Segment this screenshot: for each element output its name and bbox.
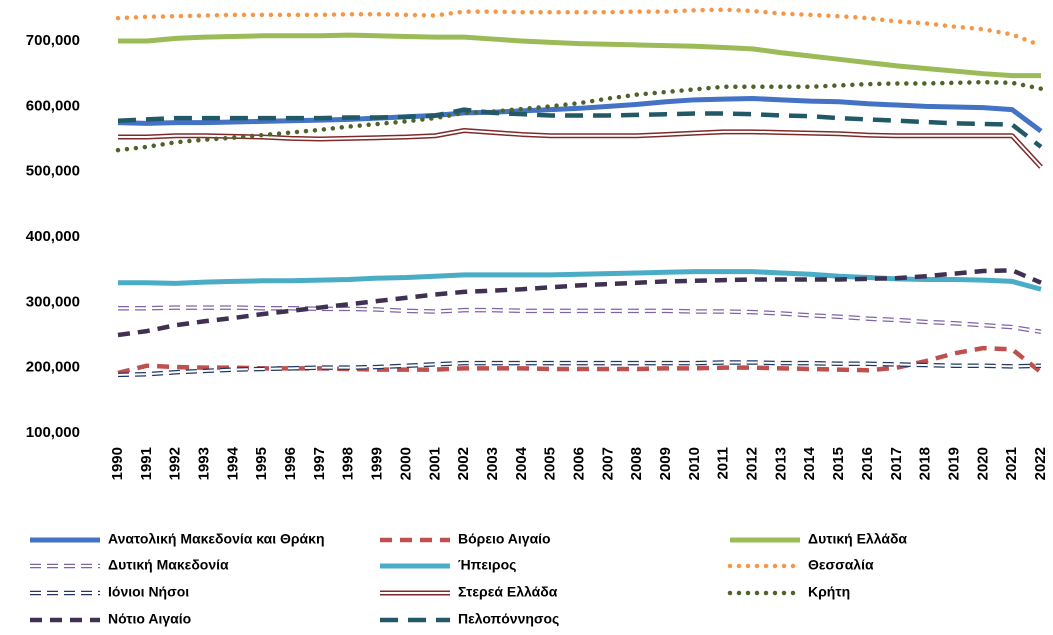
x-tick-label: 2003	[484, 447, 501, 480]
legend-label: Ιόνιοι Νήσοι	[108, 584, 189, 600]
x-tick-label: 2022	[1032, 447, 1049, 480]
y-tick-label: 200,000	[26, 359, 80, 376]
x-tick-label: 2008	[628, 447, 645, 480]
x-tick-label: 1991	[138, 447, 155, 480]
series-line-inner	[118, 129, 1042, 168]
x-tick-label: 2021	[1003, 447, 1020, 480]
series-line	[118, 269, 1042, 292]
series-line-inner	[117, 361, 1042, 376]
x-tick-label: 2001	[426, 447, 443, 480]
series-line	[115, 7, 1044, 48]
x-tick-label: 1994	[224, 446, 241, 480]
x-tick-label: 2000	[397, 447, 414, 480]
y-tick-label: 600,000	[26, 97, 80, 114]
x-tick-label: 1993	[196, 447, 213, 480]
x-tick-label: 1992	[167, 447, 184, 480]
legend-label: Στερεά Ελλάδα	[458, 584, 558, 600]
x-tick-label: 1999	[369, 447, 386, 480]
x-tick-label: 2004	[513, 446, 530, 480]
y-tick-label: 100,000	[26, 424, 80, 441]
legend-label: Νότιο Αιγαίο	[108, 611, 191, 627]
x-tick-label: 2018	[917, 447, 934, 480]
legend-label: Θεσσαλία	[808, 557, 874, 573]
x-tick-label: 2006	[570, 447, 587, 480]
legend-label: Δυτική Ελλάδα	[808, 531, 907, 547]
y-tick-label: 700,000	[26, 32, 80, 49]
x-tick-label: 2013	[772, 447, 789, 480]
x-tick-label: 1997	[311, 447, 328, 480]
legend-label: Κρήτη	[808, 584, 850, 600]
x-tick-label: 2019	[945, 447, 962, 480]
series-line	[117, 268, 1042, 338]
legend-label: Δυτική Μακεδονία	[108, 557, 229, 573]
legend-label: Βόρειο Αιγαίο	[458, 531, 551, 547]
x-tick-label: 2015	[830, 447, 847, 480]
x-tick-label: 2011	[715, 447, 732, 480]
x-tick-label: 2017	[888, 447, 905, 480]
legend-label: Πελοπόννησος	[458, 611, 559, 627]
x-tick-label: 2009	[657, 447, 674, 480]
x-tick-label: 1995	[253, 447, 270, 480]
x-tick-label: 1996	[282, 447, 299, 480]
series-line	[117, 345, 1043, 376]
series-line	[118, 32, 1041, 79]
legend-label: Ανατολική Μακεδονία και Θράκη	[108, 531, 325, 547]
series-line-inner	[118, 306, 1042, 333]
x-tick-label: 2012	[744, 447, 761, 480]
x-tick-label: 2005	[542, 447, 559, 480]
series-line	[117, 96, 1043, 134]
series-line	[115, 79, 1044, 153]
y-tick-label: 400,000	[26, 228, 80, 245]
x-tick-label: 1998	[340, 447, 357, 480]
legend-label: Ήπειρος	[458, 557, 516, 573]
x-tick-label: 2020	[974, 447, 991, 480]
x-tick-label: 1990	[109, 447, 126, 480]
x-tick-label: 2007	[599, 447, 616, 480]
y-tick-label: 300,000	[26, 293, 80, 310]
x-tick-label: 2014	[801, 446, 818, 480]
x-tick-label: 2010	[686, 447, 703, 480]
series-line	[117, 107, 1043, 149]
x-tick-label: 2002	[455, 447, 472, 480]
x-tick-label: 2016	[859, 447, 876, 480]
y-tick-label: 500,000	[26, 163, 80, 180]
